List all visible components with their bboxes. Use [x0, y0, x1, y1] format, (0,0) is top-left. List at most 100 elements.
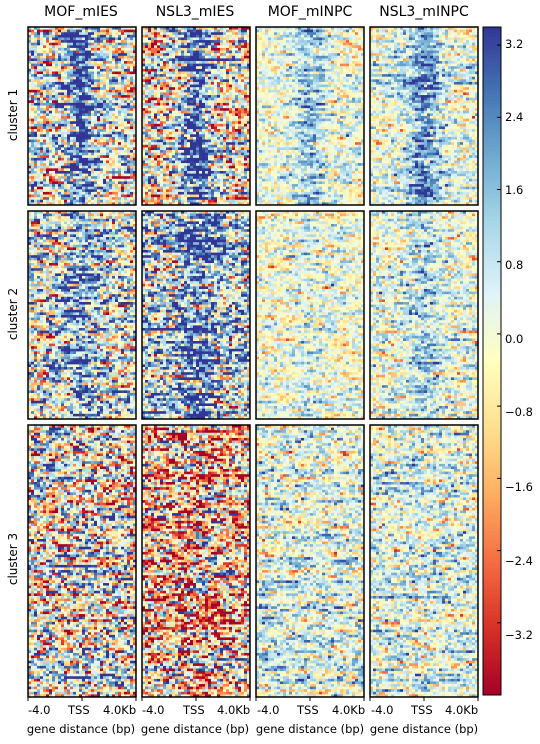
heatmap-cell [121, 66, 124, 69]
heatmap-cell [82, 40, 85, 43]
heatmap-cell [70, 32, 73, 35]
heatmap-cell [55, 45, 58, 48]
heatmap-cell [79, 61, 82, 64]
heatmap-cell [40, 90, 43, 93]
heatmap-cell [109, 103, 112, 106]
heatmap-cell [43, 87, 46, 90]
heatmap-cell [49, 74, 52, 77]
heatmap-cell [85, 77, 88, 80]
heatmap-cell [58, 48, 61, 51]
heatmap-cell [58, 30, 61, 33]
heatmap-cell [34, 35, 37, 38]
heatmap-cell [61, 103, 64, 106]
heatmap-cell [103, 45, 106, 48]
heatmap-cell [103, 111, 106, 114]
heatmap-cell [85, 53, 88, 56]
heatmap-cell [85, 92, 88, 95]
heatmap-cell [46, 30, 49, 33]
heatmap-cell [94, 113, 97, 116]
heatmap-cell [76, 113, 79, 116]
heatmap-cell [85, 74, 88, 77]
heatmap-cell [115, 111, 118, 114]
heatmap-cell [82, 32, 85, 35]
heatmap-cell [49, 43, 52, 46]
heatmap-cell [43, 32, 46, 35]
heatmap-cell [127, 64, 130, 67]
heatmap-cell [109, 64, 112, 67]
heatmap-cell [121, 35, 124, 38]
heatmap-cell [64, 56, 67, 59]
heatmap-cell [79, 79, 82, 82]
heatmap-cell [55, 51, 58, 54]
heatmap-cell [76, 58, 79, 61]
heatmap-cell [91, 85, 94, 88]
heatmap-cell [106, 66, 109, 69]
heatmap-cell [88, 113, 91, 116]
heatmap-cell [58, 111, 61, 114]
heatmap-cell [85, 103, 88, 106]
heatmap-cell [124, 40, 127, 43]
heatmap-cell [73, 74, 76, 77]
heatmap-cell [130, 45, 133, 48]
heatmap-cell [61, 98, 64, 101]
heatmap-cell [124, 87, 127, 90]
heatmap-cell [103, 92, 106, 95]
heatmap-cell [121, 111, 124, 114]
heatmap-cell [121, 98, 124, 101]
heatmap-cell [115, 116, 118, 119]
heatmap-cell [55, 32, 58, 35]
heatmap-cell [130, 56, 133, 59]
heatmap-cell [76, 108, 79, 111]
heatmap-cell [52, 40, 55, 43]
heatmap-cell [127, 66, 130, 69]
heatmap-cell [106, 35, 109, 38]
heatmap-cell [100, 48, 103, 51]
heatmap-cell [40, 37, 43, 40]
heatmap-cell [64, 43, 67, 46]
heatmap-cell [61, 82, 64, 85]
heatmap-cell [73, 108, 76, 111]
heatmap-cell [46, 43, 49, 46]
heatmap-cell [112, 72, 115, 75]
heatmap-cell [88, 51, 91, 54]
heatmap-cell [43, 79, 46, 82]
heatmap-cell [97, 98, 100, 101]
heatmap-cell [73, 43, 76, 46]
heatmap-cell [100, 66, 103, 69]
heatmap-cell [97, 37, 100, 40]
heatmap-cell [121, 37, 124, 40]
heatmap-cell [76, 82, 79, 85]
heatmap-cell [76, 85, 79, 88]
heatmap-cell [103, 56, 106, 59]
heatmap-cell [106, 32, 109, 35]
heatmap-cell [103, 106, 106, 109]
heatmap-cell [31, 87, 34, 90]
heatmap-cell [85, 35, 88, 38]
heatmap-cell [97, 100, 100, 103]
heatmap-cell [31, 77, 34, 80]
heatmap-cell [100, 64, 103, 67]
heatmap-cell [127, 111, 130, 114]
heatmap-cell [85, 90, 88, 93]
heatmap-cell [91, 79, 94, 82]
heatmap-cell [55, 82, 58, 85]
heatmap-cell [127, 90, 130, 93]
heatmap-cell [100, 35, 103, 38]
heatmap-cell [55, 56, 58, 59]
heatmap-cell [79, 111, 82, 114]
heatmap-cell [73, 79, 76, 82]
heatmap-cell [49, 32, 52, 35]
heatmap-cell [124, 90, 127, 93]
heatmap-cell [103, 100, 106, 103]
heatmap-cell [37, 82, 40, 85]
heatmap-cell [49, 111, 52, 114]
heatmap-cell [97, 103, 100, 106]
heatmap-cell [58, 77, 61, 80]
heatmap-cell [103, 95, 106, 98]
heatmap-cell [79, 82, 82, 85]
heatmap-cell [94, 90, 97, 93]
heatmap-cell [37, 74, 40, 77]
heatmap-cell [73, 95, 76, 98]
heatmap-cell [91, 53, 94, 56]
heatmap-cell [76, 45, 79, 48]
